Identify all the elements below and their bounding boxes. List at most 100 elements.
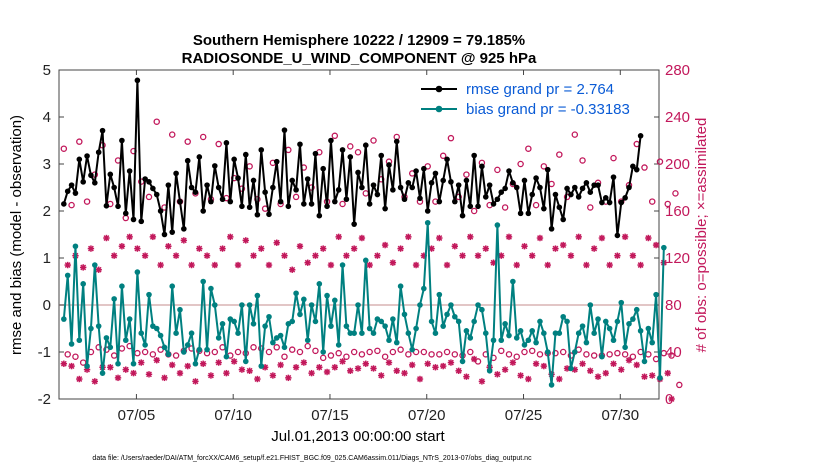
possible-point [172,352,180,359]
assimilated-point [432,364,439,371]
rmse-point [428,180,435,186]
y-tick-label: 3 [43,156,51,173]
bias-point [80,281,86,287]
rmse-point [595,182,601,188]
rmse-point [432,170,439,177]
assimilated-point [552,245,559,252]
assimilated-point [459,252,466,259]
bias-point [266,313,272,320]
x-axis-label: Jul.01,2013 00:00:00 start [271,428,445,445]
bias-point [382,323,388,329]
bias-point [637,328,644,334]
possible-point [405,351,412,358]
rmse-point [301,201,307,207]
assimilated-point [424,360,431,367]
rmse-point [583,180,590,186]
y-axis-label-right: # of obs: o=possible; ×=assimilated [693,118,710,353]
assimilated-point [169,361,176,369]
assimilated-point [645,234,652,242]
assimilated-point [87,245,95,252]
rmse-point [177,198,183,205]
possible-point [366,348,373,356]
bias-point [181,349,187,355]
rmse-point [347,154,354,160]
bias-point [556,330,563,337]
possible-point [60,145,68,152]
possible-point [641,164,648,171]
bias-point [591,330,597,337]
assimilated-point [509,359,517,366]
assimilated-point [223,369,230,377]
legend-rmse-label: rmse grand pr = 2.764 [466,81,614,98]
possible-point [614,349,621,357]
possible-point [498,347,505,355]
possible-point [292,193,300,201]
possible-point [525,145,532,152]
possible-point [443,348,451,356]
bias-point [405,330,412,337]
rmse-point [242,151,249,158]
bias-point [513,335,520,341]
assimilated-point [304,259,311,266]
possible-point [451,351,459,358]
bias-point [630,316,636,322]
rmse-point [510,180,516,186]
possible-point [358,351,366,358]
assimilated-point [219,245,226,252]
possible-point [436,351,443,358]
possible-point [153,118,160,125]
rmse-point [262,189,268,195]
assimilated-point [358,234,366,242]
assimilated-point [389,259,397,266]
assimilated-point [265,261,273,269]
rmse-point [633,166,640,173]
bias-point [107,344,114,351]
bias-point [95,323,102,329]
assimilated-point [668,395,675,403]
possible-point [494,166,501,174]
bias-point [277,332,284,339]
possible-point [281,353,288,360]
bias-point [537,318,543,325]
possible-point [347,143,354,150]
rmse-point [397,184,404,191]
assimilated-point [474,252,482,259]
rmse-point [138,218,145,225]
rmse-point [475,203,481,210]
bias-point [498,337,505,344]
rmse-point [107,171,114,178]
assimilated-point [188,261,195,269]
bias-point [467,335,474,341]
bias-point [529,328,536,334]
bias-point [440,323,446,329]
rmse-point [382,205,388,212]
rmse-point [316,212,323,219]
rmse-point [378,152,385,159]
rmse-point [324,203,330,210]
bias-point [564,318,570,325]
assimilated-point [583,261,590,269]
bias-point [258,363,265,369]
bias-point [262,323,268,329]
assimilated-point [110,252,118,259]
bias-point [130,360,137,367]
assimilated-point [436,234,443,242]
assimilated-point [463,373,470,380]
assimilated-point [172,252,180,259]
bias-point [486,368,493,374]
possible-point [397,346,404,353]
assimilated-point [238,366,246,373]
assimilated-point [76,375,83,383]
assimilated-point [289,266,296,273]
possible-point [587,204,594,211]
possible-point [528,347,536,355]
assimilated-point [374,252,381,259]
rmse-point [320,165,326,172]
bias-point [293,290,299,297]
rmse-series-layer [61,77,644,239]
bias-point [606,325,613,332]
rmse-point [153,191,160,198]
y-tick-label: 5 [43,62,51,79]
possible-point [463,171,470,178]
rmse-point [525,210,532,217]
